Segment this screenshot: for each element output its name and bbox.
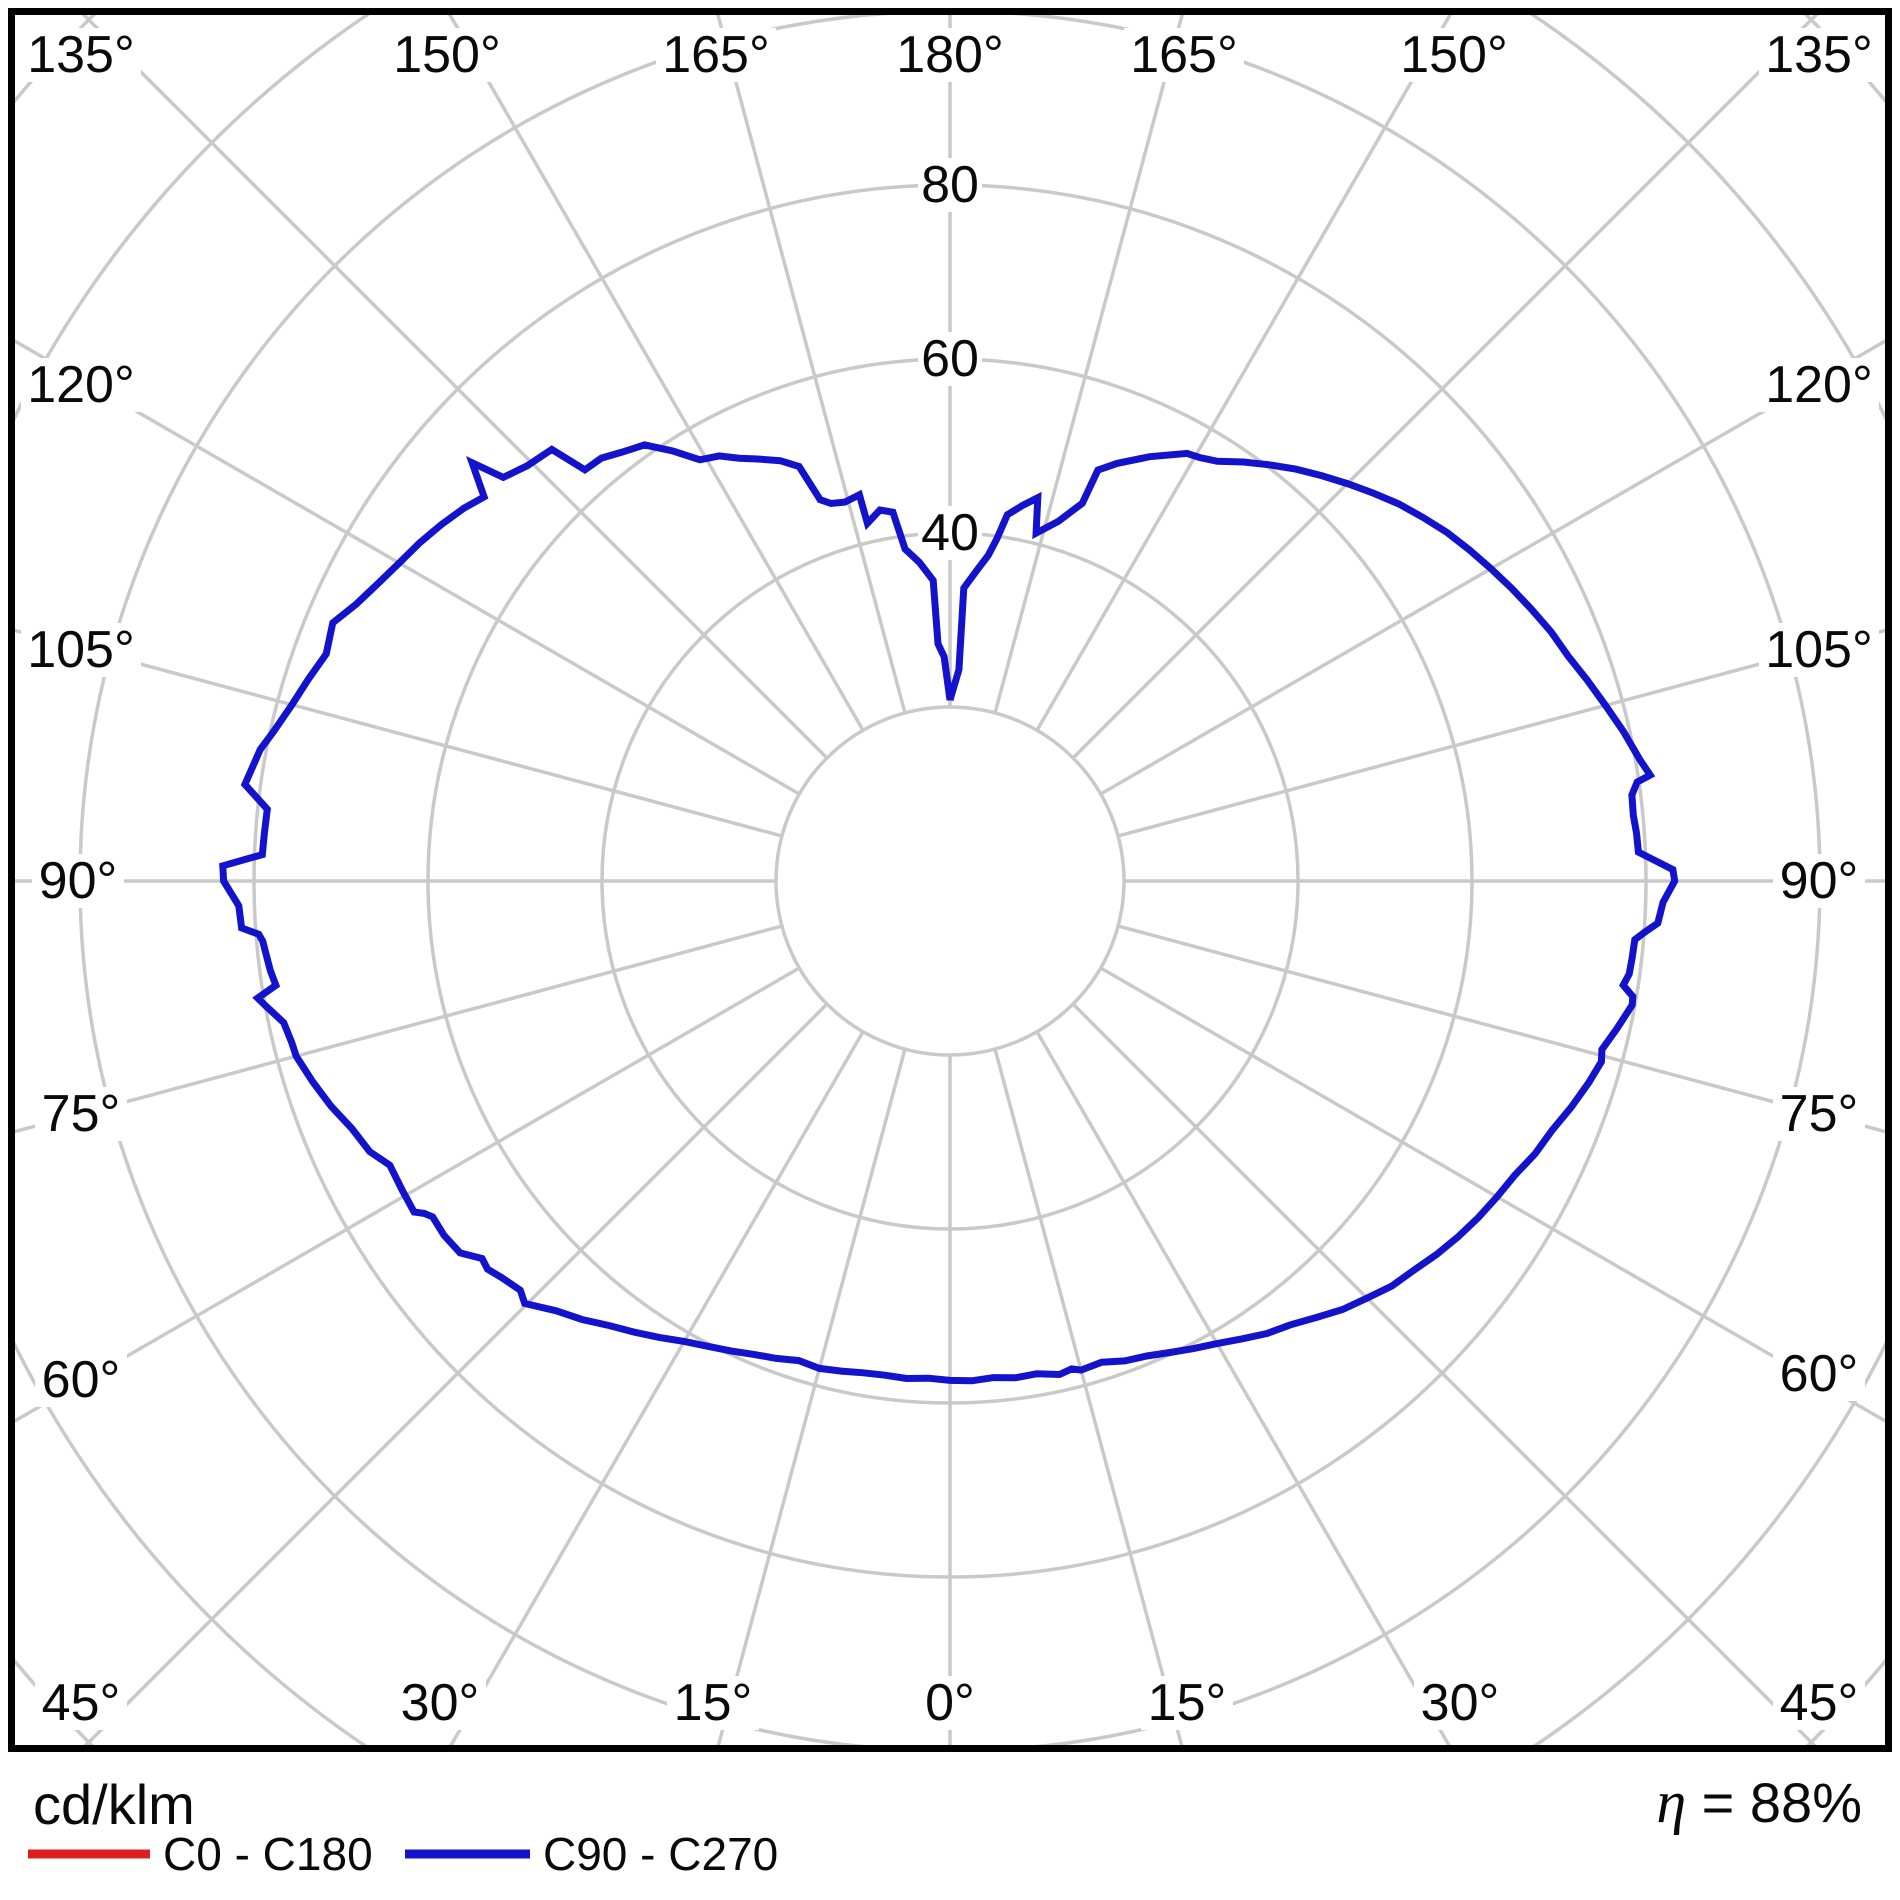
angle-label: 150° bbox=[393, 26, 501, 84]
label-backing bbox=[1773, 1087, 1865, 1141]
legend: cd/klm C0 - C180 C90 - C270 η = 88% bbox=[28, 1769, 1862, 1880]
label-backing bbox=[32, 854, 124, 908]
label-backing bbox=[656, 28, 776, 82]
angle-label: 30° bbox=[401, 1674, 480, 1732]
label-backing bbox=[1414, 1676, 1506, 1730]
grid-ray bbox=[1099, 337, 1889, 796]
label-backing bbox=[1759, 28, 1879, 82]
angle-label: 120° bbox=[27, 356, 135, 414]
grid-ray bbox=[445, 11, 865, 732]
angle-label: 165° bbox=[662, 26, 770, 84]
angle-label: 60° bbox=[1780, 1345, 1859, 1403]
grid-ray bbox=[1071, 11, 1822, 760]
grid-ray bbox=[1071, 1002, 1820, 1749]
angle-label: 180° bbox=[896, 26, 1004, 84]
label-backing bbox=[387, 28, 507, 82]
intensity-curves bbox=[219, 441, 1679, 1385]
label-backing bbox=[394, 1676, 486, 1730]
label-backing bbox=[918, 506, 982, 560]
plot-border bbox=[8, 8, 1892, 1752]
angle-label: 135° bbox=[1765, 26, 1873, 84]
angle-label: 135° bbox=[27, 26, 135, 84]
angle-label: 45° bbox=[42, 1674, 121, 1732]
label-backing bbox=[1773, 1676, 1865, 1730]
legend-label-c0-c180: C0 - C180 bbox=[163, 1828, 373, 1880]
angle-label: 30° bbox=[1421, 1674, 1500, 1732]
radial-label: 60 bbox=[921, 330, 979, 388]
angle-label: 165° bbox=[1130, 26, 1238, 84]
curve-C90-C270 bbox=[219, 441, 1679, 1385]
angle-label: 90° bbox=[39, 852, 118, 910]
label-backing bbox=[21, 28, 141, 82]
angle-label: 60° bbox=[42, 1351, 121, 1409]
grid-ray bbox=[447, 1030, 865, 1749]
label-backing bbox=[1141, 1676, 1233, 1730]
label-backing bbox=[918, 332, 982, 386]
angle-label: 120° bbox=[1765, 356, 1873, 414]
angle-label: 0° bbox=[925, 1674, 975, 1732]
label-backing bbox=[890, 28, 1010, 82]
legend-label-c90-c270: C90 - C270 bbox=[543, 1828, 778, 1880]
grid-ray bbox=[80, 1002, 829, 1749]
angle-label: 90° bbox=[1780, 852, 1859, 910]
efficiency-label: η = 88% bbox=[1656, 1769, 1862, 1835]
label-backing bbox=[1124, 28, 1244, 82]
radial-label: 80 bbox=[921, 156, 979, 214]
grid-ray bbox=[78, 11, 829, 760]
label-backing bbox=[667, 1676, 759, 1730]
grid-ray bbox=[11, 924, 783, 1135]
label-backing bbox=[1394, 28, 1514, 82]
grid-ray bbox=[1117, 924, 1889, 1135]
angle-label: 15° bbox=[674, 1674, 753, 1732]
grid-labels: 40 60 80 135° 150° 165° 180° 165° 150° 135° 120° 10… bbox=[21, 26, 1879, 1732]
label-backing bbox=[1773, 1347, 1865, 1401]
label-backing bbox=[21, 358, 141, 412]
angle-label: 105° bbox=[1765, 621, 1873, 679]
unit-label: cd/klm bbox=[33, 1773, 195, 1836]
grid-ray bbox=[11, 337, 801, 796]
grid-ray bbox=[715, 11, 907, 714]
angle-label: 45° bbox=[1780, 1674, 1859, 1732]
grid-ray bbox=[1035, 1030, 1453, 1749]
label-backing bbox=[21, 623, 141, 677]
grid-ray bbox=[715, 1048, 907, 1749]
label-backing bbox=[918, 1676, 982, 1730]
grid-ray bbox=[1035, 11, 1455, 732]
label-backing bbox=[35, 1087, 127, 1141]
angle-label: 150° bbox=[1400, 26, 1508, 84]
angle-label: 75° bbox=[42, 1085, 121, 1143]
label-backing bbox=[1759, 623, 1879, 677]
label-backing bbox=[35, 1353, 127, 1407]
grid-ray bbox=[1099, 966, 1889, 1425]
grid-ray bbox=[11, 627, 783, 838]
label-backing bbox=[918, 158, 982, 212]
label-backing bbox=[35, 1676, 127, 1730]
grid-ray bbox=[1117, 627, 1889, 838]
angle-label: 105° bbox=[27, 621, 135, 679]
radial-label: 40 bbox=[921, 504, 979, 562]
grid-ray bbox=[993, 1048, 1185, 1749]
angle-label: 75° bbox=[1780, 1085, 1859, 1143]
angle-label: 15° bbox=[1148, 1674, 1227, 1732]
label-backing bbox=[1773, 854, 1865, 908]
label-backing bbox=[1759, 358, 1879, 412]
grid-ray bbox=[11, 966, 801, 1425]
